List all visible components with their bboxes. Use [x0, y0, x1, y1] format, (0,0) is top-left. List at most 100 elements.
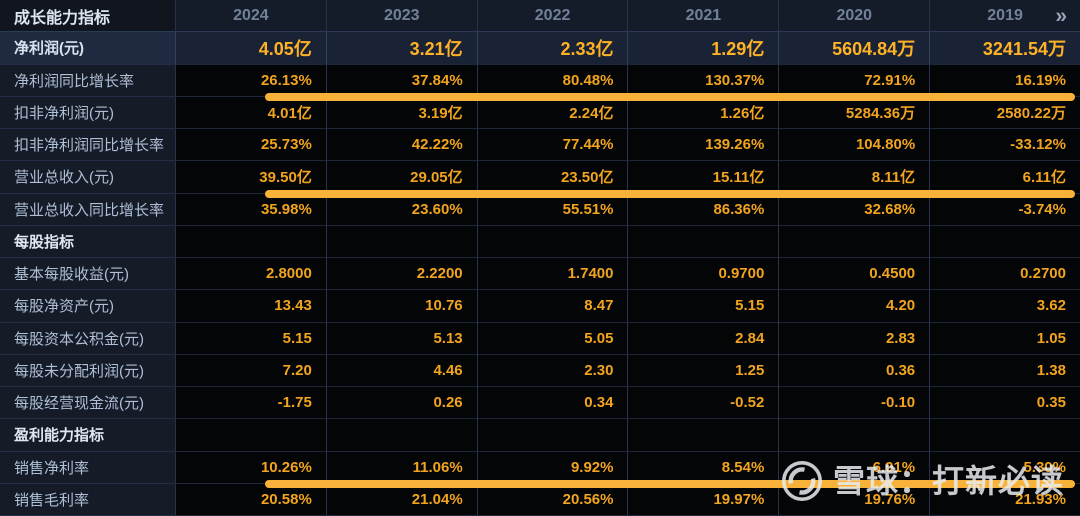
- value-cell: 32.68%: [778, 193, 930, 226]
- value-cell: [627, 419, 779, 452]
- value-cell: [175, 225, 326, 258]
- value-cell: 4.46: [325, 354, 477, 387]
- value-cell: -0.10: [778, 387, 930, 420]
- table-row: 销售净利率 10.26% 11.06% 9.92% 8.54% 6.91% 5.30%: [0, 451, 1080, 488]
- value-cell: 29.05亿: [325, 161, 477, 194]
- value-cell: 7.20: [175, 354, 326, 387]
- table-body: 净利润(元) 4.05亿 3.21亿 2.33亿 1.29亿 5604.84万 3241.5…: [0, 32, 1080, 516]
- year-column-header: 2019: [929, 0, 1080, 33]
- row-label: 净利润同比增长率: [0, 64, 175, 97]
- value-cell: 4.05亿: [175, 32, 326, 65]
- table-header-row: 成长能力指标 2024 2023 2022 2021 2020 2019»: [0, 0, 1080, 33]
- value-cell: 21.04%: [325, 483, 477, 516]
- value-cell: 0.34: [476, 387, 628, 420]
- value-cell: 3.19亿: [325, 96, 477, 129]
- value-cell: [175, 419, 326, 452]
- table-row: 每股净资产(元) 13.43 10.76 8.47 5.15 4.20 3.62: [0, 290, 1080, 323]
- row-label: 扣非净利润同比增长率: [0, 129, 175, 162]
- value-cell: 139.26%: [627, 129, 779, 162]
- value-cell: 42.22%: [325, 129, 477, 162]
- value-cell: 104.80%: [778, 129, 930, 162]
- row-label: 基本每股收益(元): [0, 258, 175, 291]
- value-cell: [627, 225, 779, 258]
- value-cell: 2.84: [627, 322, 779, 355]
- value-cell: 3241.54万: [929, 32, 1080, 65]
- value-cell: 2.8000: [175, 258, 326, 291]
- value-cell: 5.15: [627, 290, 779, 323]
- value-cell: 0.9700: [627, 258, 779, 291]
- value-cell: 5.13: [325, 322, 477, 355]
- value-cell: 1.25: [627, 354, 779, 387]
- value-cell: 25.73%: [175, 129, 326, 162]
- row-label: 每股指标: [0, 225, 175, 258]
- value-cell: 2.2200: [325, 258, 477, 291]
- value-cell: 55.51%: [476, 193, 628, 226]
- value-cell: 16.19%: [929, 64, 1080, 97]
- value-cell: 8.11亿: [778, 161, 930, 194]
- row-label: 销售净利率: [0, 451, 175, 484]
- row-label: 净利润(元): [0, 32, 175, 65]
- value-cell: 130.37%: [627, 64, 779, 97]
- value-cell: 4.20: [778, 290, 930, 323]
- table-row: 扣非净利润同比增长率 25.73% 42.22% 77.44% 139.26% 104.8…: [0, 129, 1080, 162]
- value-cell: 2.33亿: [476, 32, 628, 65]
- value-cell: [325, 225, 477, 258]
- row-label: 每股净资产(元): [0, 290, 175, 323]
- value-cell: [929, 419, 1080, 452]
- value-cell: 86.36%: [627, 193, 779, 226]
- value-cell: 26.13%: [175, 64, 326, 97]
- value-cell: 1.38: [929, 354, 1080, 387]
- value-cell: 1.26亿: [627, 96, 779, 129]
- value-cell: 1.05: [929, 322, 1080, 355]
- value-cell: 4.01亿: [175, 96, 326, 129]
- table-row: 营业总收入(元) 39.50亿 29.05亿 23.50亿 15.11亿 8.11亿 6.1…: [0, 161, 1080, 198]
- value-cell: 0.26: [325, 387, 477, 420]
- table-row: 每股未分配利润(元) 7.20 4.46 2.30 1.25 0.36 1.38: [0, 354, 1080, 387]
- value-cell: 0.2700: [929, 258, 1080, 291]
- value-cell: 20.58%: [175, 483, 326, 516]
- year-column-header: 2022: [476, 0, 628, 33]
- value-cell: 2.83: [778, 322, 930, 355]
- value-cell: 5.30%: [929, 451, 1080, 484]
- value-cell: 9.92%: [476, 451, 628, 484]
- more-columns-icon[interactable]: »: [1055, 4, 1067, 28]
- table-row: 营业总收入同比增长率 35.98% 23.60% 55.51% 86.36% 32.68%…: [0, 193, 1080, 226]
- value-cell: 3.62: [929, 290, 1080, 323]
- table-row: 扣非净利润(元) 4.01亿 3.19亿 2.24亿 1.26亿 5284.36万 2580…: [0, 96, 1080, 129]
- value-cell: 23.60%: [325, 193, 477, 226]
- value-cell: [476, 225, 628, 258]
- value-cell: -33.12%: [929, 129, 1080, 162]
- value-cell: 8.54%: [627, 451, 779, 484]
- table-row: 净利润(元) 4.05亿 3.21亿 2.33亿 1.29亿 5604.84万 3241.5…: [0, 32, 1080, 65]
- value-cell: 5284.36万: [778, 96, 930, 129]
- value-cell: 2.24亿: [476, 96, 628, 129]
- value-cell: 0.36: [778, 354, 930, 387]
- value-cell: 77.44%: [476, 129, 628, 162]
- value-cell: 80.48%: [476, 64, 628, 97]
- table-row: 每股经营现金流(元) -1.75 0.26 0.34 -0.52 -0.10 0.35: [0, 387, 1080, 420]
- value-cell: [476, 419, 628, 452]
- value-cell: 21.93%: [929, 483, 1080, 516]
- value-cell: -1.75: [175, 387, 326, 420]
- section-row: 盈利能力指标: [0, 419, 1080, 452]
- year-column-header: 2023: [325, 0, 477, 33]
- row-label: 扣非净利润(元): [0, 96, 175, 129]
- row-label: 营业总收入同比增长率: [0, 193, 175, 226]
- value-cell: 15.11亿: [627, 161, 779, 194]
- value-cell: -3.74%: [929, 193, 1080, 226]
- value-cell: 8.47: [476, 290, 628, 323]
- value-cell: 23.50亿: [476, 161, 628, 194]
- year-column-header: 2021: [627, 0, 779, 33]
- value-cell: 2.30: [476, 354, 628, 387]
- table-row: 净利润同比增长率 26.13% 37.84% 80.48% 130.37% 72.91% 1…: [0, 64, 1080, 101]
- value-cell: 0.35: [929, 387, 1080, 420]
- row-label: 销售毛利率: [0, 483, 175, 516]
- value-cell: 19.76%: [778, 483, 930, 516]
- value-cell: [778, 225, 930, 258]
- value-cell: 20.56%: [476, 483, 628, 516]
- table-row: 基本每股收益(元) 2.8000 2.2200 1.7400 0.9700 0.4500 0…: [0, 258, 1080, 291]
- row-label: 盈利能力指标: [0, 419, 175, 452]
- row-label: 每股经营现金流(元): [0, 387, 175, 420]
- value-cell: 11.06%: [325, 451, 477, 484]
